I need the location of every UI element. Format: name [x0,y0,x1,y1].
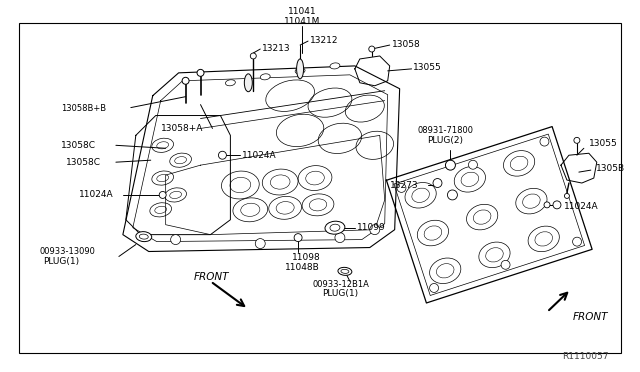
Ellipse shape [445,160,456,170]
Ellipse shape [544,202,550,208]
Ellipse shape [468,160,477,169]
Ellipse shape [338,267,352,275]
Text: 11024A: 11024A [564,202,598,211]
Ellipse shape [429,283,438,292]
Text: 13058B+B: 13058B+B [61,104,106,113]
Ellipse shape [295,68,305,74]
Text: 11048B: 11048B [285,263,320,272]
Bar [19,23,621,353]
Ellipse shape [564,193,570,198]
Text: 08931-71800: 08931-71800 [417,126,474,135]
Ellipse shape [294,234,302,241]
Ellipse shape [540,137,549,146]
Text: 11041: 11041 [288,7,316,16]
Ellipse shape [447,190,458,200]
Ellipse shape [255,238,265,248]
Text: 13212: 13212 [310,36,339,45]
Text: PLUG(2): PLUG(2) [428,136,463,145]
Text: 13058C: 13058C [66,158,101,167]
Text: FRONT: FRONT [573,312,609,322]
Text: 13273: 13273 [390,180,419,189]
Text: 13058: 13058 [392,39,420,49]
Ellipse shape [140,234,148,239]
Ellipse shape [553,201,561,209]
Text: 11098: 11098 [292,253,321,262]
Text: 00933-13090: 00933-13090 [39,247,95,256]
Ellipse shape [182,77,189,84]
Text: 13055: 13055 [413,63,442,73]
Ellipse shape [335,232,345,243]
Ellipse shape [397,183,406,192]
Ellipse shape [330,224,340,231]
Ellipse shape [136,232,152,241]
Ellipse shape [244,74,252,92]
Text: 13055: 13055 [589,139,618,148]
Ellipse shape [574,137,580,143]
Text: 13058C: 13058C [61,141,96,150]
Ellipse shape [501,260,510,269]
Ellipse shape [225,80,236,86]
Ellipse shape [171,235,180,244]
Ellipse shape [573,237,582,246]
Ellipse shape [433,179,442,187]
Text: FRONT: FRONT [193,272,229,282]
Ellipse shape [197,69,204,76]
Ellipse shape [369,46,375,52]
Ellipse shape [370,225,380,235]
Text: 00933-12B1A: 00933-12B1A [312,280,369,289]
Text: 11099: 11099 [357,223,385,232]
Text: 11024A: 11024A [243,151,277,160]
Ellipse shape [218,151,227,159]
Text: 11024A: 11024A [79,190,114,199]
Ellipse shape [159,192,166,198]
Text: 1305B: 1305B [596,164,625,173]
Ellipse shape [325,221,345,234]
Text: R1110057: R1110057 [563,352,609,361]
Ellipse shape [296,59,303,79]
Text: PLUG(1): PLUG(1) [322,289,358,298]
Text: PLUG(1): PLUG(1) [44,257,79,266]
Ellipse shape [260,74,270,80]
Ellipse shape [341,269,349,273]
Ellipse shape [250,53,256,59]
Text: 13058+A: 13058+A [161,124,203,133]
Text: 13213: 13213 [262,44,291,52]
Ellipse shape [330,63,340,69]
Text: 11041M: 11041M [284,17,320,26]
